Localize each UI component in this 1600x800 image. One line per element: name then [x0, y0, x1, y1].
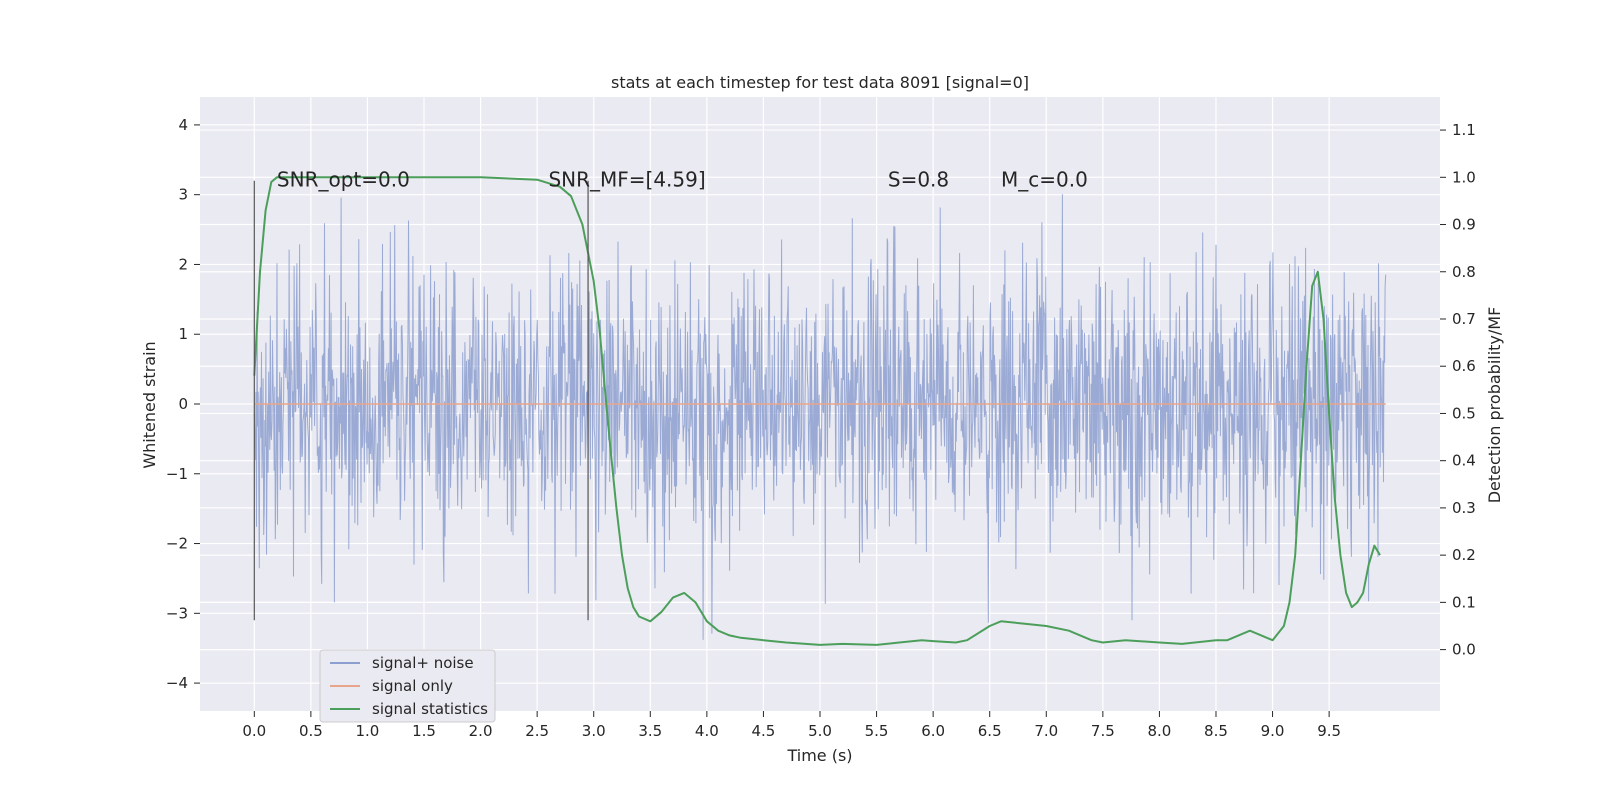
noise-series: [253, 194, 1387, 640]
annotations: SNR_opt=0.0 SNR_MF=[4.59] S=0.8 M_c=0.0: [277, 168, 1088, 192]
x-tick-label-3: 1.5: [412, 722, 436, 740]
line-series: [253, 176, 1386, 646]
x-tick-label-8: 4.0: [695, 722, 719, 740]
x-axis-label: Time (s): [786, 746, 852, 765]
y2-tick-label-10: 1.0: [1452, 168, 1476, 186]
x-tick-label-17: 8.5: [1204, 722, 1228, 740]
x-tick-label-13: 6.5: [978, 722, 1002, 740]
y-axis-label: Whitened strain: [140, 341, 159, 468]
y-ticks: −4 −3 −2 −1 0 1 2 3 4: [166, 116, 200, 692]
legend: signal+ noise signal only signal statist…: [319, 649, 496, 723]
y2-tick-label-11: 1.1: [1452, 121, 1476, 139]
x-tick-label-14: 7.0: [1034, 722, 1058, 740]
x-tick-label-7: 3.5: [638, 722, 662, 740]
x-tick-label-18: 9.0: [1261, 722, 1285, 740]
x-tick-label-9: 4.5: [752, 722, 776, 740]
y2-tick-label-6: 0.6: [1452, 357, 1476, 375]
y2-tick-label-2: 0.2: [1452, 546, 1476, 564]
x-tick-label-0: 0.0: [242, 722, 266, 740]
y-tick-label-7: 3: [178, 186, 188, 204]
x-tick-label-6: 3.0: [582, 722, 606, 740]
y2-tick-label-1: 0.1: [1452, 593, 1476, 611]
x-tick-label-15: 7.5: [1091, 722, 1115, 740]
legend-label-signal-statistics: signal statistics: [372, 700, 488, 718]
annotation-3: M_c=0.0: [1001, 168, 1088, 192]
x-tick-label-12: 6.0: [921, 722, 945, 740]
y-tick-label-2: −2: [166, 535, 188, 553]
x-tick-label-1: 0.5: [299, 722, 323, 740]
y2-tick-label-0: 0.0: [1452, 641, 1476, 659]
x-tick-label-10: 5.0: [808, 722, 832, 740]
y2-tick-label-3: 0.3: [1452, 499, 1476, 517]
y2-tick-label-4: 0.4: [1452, 452, 1476, 470]
x-tick-label-2: 1.0: [356, 722, 380, 740]
y-tick-label-6: 2: [178, 255, 188, 273]
x-ticks: 0.0 0.5 1.0 1.5 2.0 2.5 3.0 3.5 4.0 4.5 5.0 5.5 6.0 6…: [242, 711, 1341, 740]
annotation-0: SNR_opt=0.0: [277, 168, 410, 192]
x-tick-label-16: 8.0: [1147, 722, 1171, 740]
annotation-2: S=0.8: [888, 168, 949, 192]
x-tick-label-19: 9.5: [1317, 722, 1341, 740]
chart-title: stats at each timestep for test data 809…: [611, 73, 1029, 92]
y-tick-label-1: −3: [166, 604, 188, 622]
x-tick-label-4: 2.0: [469, 722, 493, 740]
y2-ticks: 0.0 0.1 0.2 0.3 0.4 0.5 0.6 0.7 0.8 0.9 1.0 1.1: [1440, 121, 1476, 659]
legend-label-signal-noise: signal+ noise: [372, 654, 474, 672]
y-tick-label-4: 0: [178, 395, 188, 413]
y-tick-label-8: 4: [178, 116, 188, 134]
series-signal-noise-line: [253, 194, 1387, 640]
y-tick-label-3: −1: [166, 465, 188, 483]
y-tick-label-5: 1: [178, 325, 188, 343]
annotation-1: SNR_MF=[4.59]: [548, 168, 705, 192]
series-signal-statistics-line: [253, 176, 1381, 646]
y2-tick-label-7: 0.7: [1452, 310, 1476, 328]
x-tick-label-11: 5.5: [865, 722, 889, 740]
y-tick-label-0: −4: [166, 674, 188, 692]
legend-box: [319, 649, 496, 723]
y2-tick-label-8: 0.8: [1452, 263, 1476, 281]
vertical-lines: [253, 180, 589, 621]
legend-label-signal-only: signal only: [372, 677, 453, 695]
y2-tick-label-9: 0.9: [1452, 216, 1476, 234]
y2-tick-label-5: 0.5: [1452, 404, 1476, 422]
y2-axis-label: Detection probability/MF: [1485, 307, 1504, 504]
x-tick-label-5: 2.5: [525, 722, 549, 740]
